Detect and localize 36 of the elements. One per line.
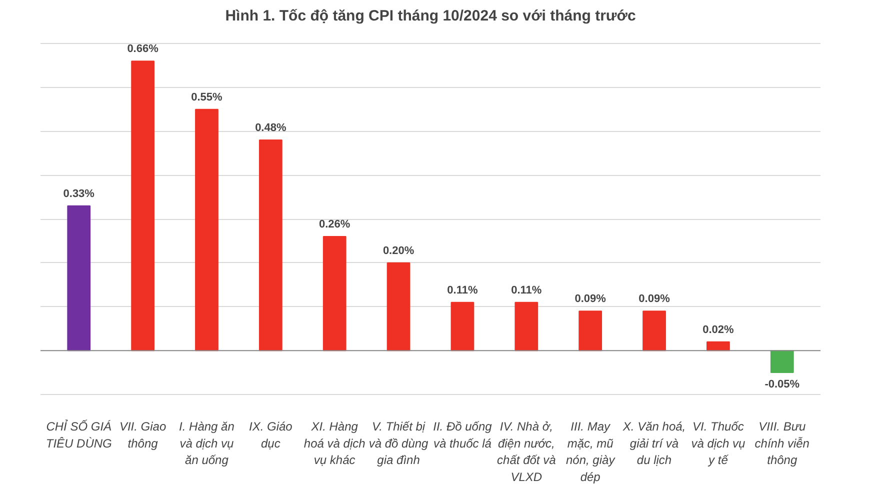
x-tick-label: XI. Hàng hoá và dịch vụ khác — [304, 420, 366, 468]
data-label: 0.11% — [447, 284, 478, 296]
x-tick-label: VIII. Bưu chính viễn thông — [754, 420, 810, 468]
data-label: 0.55% — [191, 91, 223, 104]
bar — [770, 350, 794, 374]
bar — [450, 302, 474, 352]
x-tick-label: V. Thiết bị và đồ dùng gia đình — [368, 420, 429, 468]
data-label: 0.20% — [382, 244, 414, 257]
x-tick-label: IV. Nhà ở, điện nước, chất đốt và VLXD — [497, 420, 556, 484]
bar — [386, 262, 410, 352]
bar — [642, 310, 666, 352]
bar — [67, 205, 91, 352]
x-tick-label: VI. Thuốc và dịch vụ y tế — [691, 420, 746, 468]
x-tick-label: VII. Giao thông — [119, 420, 166, 450]
data-label: 0.33% — [63, 188, 95, 200]
data-label: 0.26% — [319, 218, 350, 231]
x-tick-label: III. May mặc, mũ nón, giày dép — [566, 420, 616, 484]
x-tick-label: IX. Giáo dục — [248, 420, 293, 450]
bar — [258, 140, 282, 352]
chart-title: Hình 1. Tốc độ tăng CPI tháng 10/2024 so với tháng trước — [225, 8, 636, 24]
data-label: 0.11% — [511, 284, 542, 296]
data-label: 0.66% — [127, 43, 159, 56]
data-label: 0.09% — [638, 293, 670, 306]
bar — [322, 236, 346, 352]
bar — [578, 310, 602, 352]
data-label: 0.09% — [574, 293, 606, 306]
bar — [514, 302, 538, 352]
bar — [131, 60, 154, 352]
bar — [195, 108, 218, 352]
x-tick-label: II. Đồ uống và thuốc lá — [433, 420, 492, 450]
x-tick-label: CHỈ SỐ GIÁ TIÊU DÙNG — [46, 420, 112, 450]
data-label: 0.48% — [255, 122, 286, 134]
x-tick-label: X. Văn hoá, giải trí và du lịch — [622, 420, 686, 468]
data-label: 0.02% — [702, 324, 734, 336]
x-tick-label: I. Hàng ăn và dịch vụ ăn uống — [179, 420, 235, 468]
data-label: -0.05% — [764, 378, 800, 391]
